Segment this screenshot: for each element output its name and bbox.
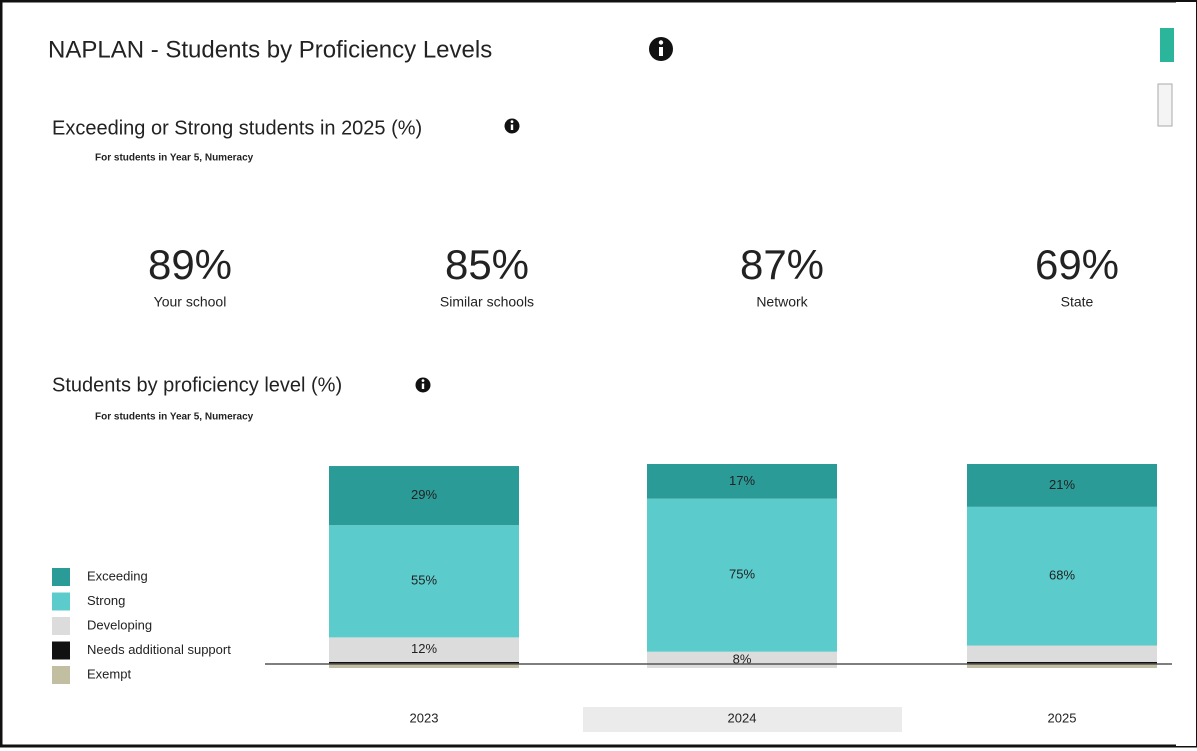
section-subtitle: For students in Year 5, Numeracy (95, 153, 254, 164)
bar-segment (647, 464, 837, 499)
kpi-value: 87% (740, 241, 824, 288)
bar-segment (329, 466, 519, 526)
kpi-value: 89% (148, 241, 232, 288)
data-label: 17% (729, 473, 755, 488)
legend-swatch (52, 641, 70, 660)
legend-swatch (52, 592, 70, 611)
info-icon[interactable] (649, 37, 673, 61)
side-button[interactable] (1157, 83, 1173, 127)
bar-segment (967, 645, 1157, 662)
kpi-label: Similar schools (440, 294, 534, 310)
x-tick-label: 2025 (1048, 710, 1077, 725)
data-label: 68% (1049, 568, 1075, 583)
bar-segment (967, 464, 1157, 507)
page-title: NAPLAN - Students by Proficiency Levels (48, 36, 492, 63)
bar-segment (967, 506, 1157, 646)
legend-label: Developing (87, 617, 152, 632)
bar-segment (329, 525, 519, 638)
info-icon[interactable] (504, 118, 520, 134)
kpi-label: State (1061, 294, 1094, 310)
legend-label: Strong (87, 593, 125, 608)
bar-segment (647, 498, 837, 652)
kpi-value: 69% (1035, 241, 1119, 288)
kpi-label: Network (756, 294, 808, 310)
bar-segment (329, 661, 519, 664)
bar-segment (967, 663, 1157, 668)
x-tick-label: 2024 (728, 710, 757, 725)
section-title: Exceeding or Strong students in 2025 (%) (52, 117, 422, 139)
data-label: 12% (411, 641, 437, 656)
legend-label: Exceeding (87, 568, 148, 583)
section-subtitle: For students in Year 5, Numeracy (95, 412, 254, 423)
side-button[interactable] (1160, 28, 1174, 62)
info-icon[interactable] (415, 377, 431, 393)
section-title: Students by proficiency level (%) (52, 374, 342, 396)
legend-label: Needs additional support (87, 642, 231, 657)
bar-segment (329, 663, 519, 668)
data-label: 55% (411, 573, 437, 588)
category-highlight (583, 707, 902, 732)
data-label: 8% (733, 651, 752, 666)
data-label: 29% (411, 487, 437, 502)
legend-label: Exempt (87, 666, 131, 681)
legend-swatch (52, 568, 70, 586)
kpi-label: Your school (154, 294, 227, 310)
bar-segment (329, 637, 519, 662)
edge (1176, 2, 1196, 746)
data-label: 21% (1049, 477, 1075, 492)
bar-segment (967, 661, 1157, 664)
data-label: 75% (729, 567, 755, 582)
legend-swatch (52, 617, 70, 635)
legend-swatch (52, 666, 70, 684)
x-tick-label: 2023 (410, 710, 439, 725)
kpi-value: 85% (445, 241, 529, 288)
